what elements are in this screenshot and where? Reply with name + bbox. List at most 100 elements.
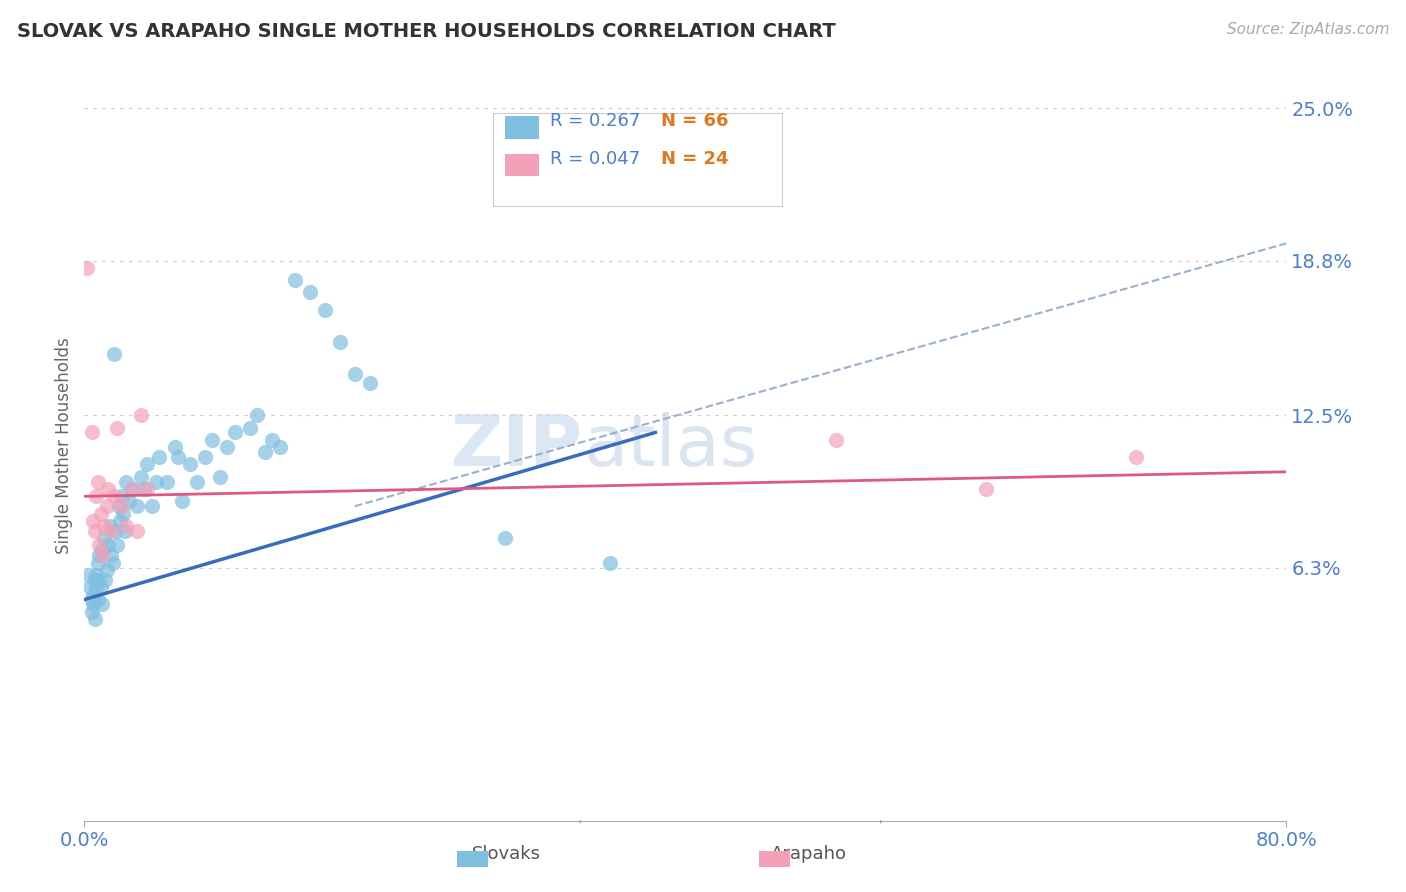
FancyBboxPatch shape: [494, 112, 782, 206]
Point: [494, 531, 516, 545]
Point: [83, 573, 105, 587]
Point: [96, 499, 118, 513]
Point: [141, 499, 163, 513]
Point: [298, 285, 321, 300]
Point: [201, 433, 224, 447]
Point: [125, 499, 148, 513]
Point: [343, 367, 366, 381]
Point: [1125, 450, 1147, 464]
Point: [97, 539, 120, 553]
Point: [329, 334, 352, 349]
Text: R = 0.047: R = 0.047: [550, 150, 640, 168]
Point: [97, 482, 120, 496]
Point: [91, 543, 114, 558]
Point: [86, 568, 108, 582]
Point: [82, 588, 104, 602]
Point: [148, 450, 170, 464]
Point: [76, 260, 98, 275]
Point: [125, 524, 148, 538]
Point: [111, 499, 134, 513]
Point: [359, 376, 381, 391]
Text: R = 0.267: R = 0.267: [550, 112, 640, 130]
Point: [134, 482, 156, 496]
Point: [82, 598, 104, 612]
Point: [262, 433, 284, 447]
Point: [79, 580, 101, 594]
Point: [101, 556, 124, 570]
Point: [599, 556, 621, 570]
Point: [224, 425, 246, 440]
Point: [89, 573, 111, 587]
Point: [89, 539, 111, 553]
Point: [89, 549, 111, 563]
Point: [136, 458, 159, 472]
Text: N = 66: N = 66: [661, 112, 728, 130]
Point: [90, 580, 112, 594]
Point: [87, 592, 110, 607]
Point: [77, 568, 100, 582]
Point: [103, 489, 125, 503]
Point: [314, 302, 336, 317]
Point: [131, 469, 153, 483]
Point: [121, 482, 143, 496]
Point: [100, 549, 122, 563]
Point: [269, 440, 291, 454]
Point: [100, 524, 122, 538]
Point: [86, 489, 108, 503]
Point: [166, 450, 188, 464]
Point: [284, 273, 307, 287]
Point: [93, 531, 115, 545]
Text: N = 24: N = 24: [661, 150, 728, 168]
Text: Slovaks: Slovaks: [471, 846, 541, 863]
Point: [208, 469, 231, 483]
Point: [80, 605, 103, 619]
Point: [87, 475, 110, 489]
Bar: [505, 116, 538, 139]
Point: [974, 482, 997, 496]
Point: [83, 612, 105, 626]
Point: [156, 475, 179, 489]
Text: ZIP: ZIP: [451, 411, 583, 481]
Point: [80, 592, 103, 607]
Point: [104, 524, 127, 538]
Point: [115, 475, 138, 489]
Point: [824, 433, 846, 447]
Text: SLOVAK VS ARAPAHO SINGLE MOTHER HOUSEHOLDS CORRELATION CHART: SLOVAK VS ARAPAHO SINGLE MOTHER HOUSEHOL…: [17, 22, 835, 41]
Point: [217, 440, 239, 454]
Text: Arapaho: Arapaho: [770, 846, 846, 863]
Point: [108, 499, 131, 513]
Point: [121, 482, 143, 496]
Point: [82, 514, 104, 528]
Point: [114, 524, 136, 538]
Point: [91, 598, 114, 612]
Point: [86, 580, 108, 594]
Point: [107, 420, 129, 434]
Point: [93, 519, 115, 533]
Point: [110, 514, 132, 528]
Point: [111, 489, 134, 503]
Point: [98, 519, 121, 533]
Point: [90, 507, 112, 521]
Point: [253, 445, 276, 459]
Point: [239, 420, 262, 434]
Point: [186, 475, 208, 489]
Point: [136, 482, 159, 496]
Point: [107, 539, 129, 553]
Point: [170, 494, 193, 508]
Point: [246, 409, 269, 423]
Point: [131, 409, 153, 423]
Point: [118, 494, 141, 508]
Point: [145, 475, 167, 489]
Point: [96, 563, 118, 577]
Point: [115, 519, 138, 533]
Point: [103, 347, 125, 361]
Point: [87, 556, 110, 570]
Text: Source: ZipAtlas.com: Source: ZipAtlas.com: [1226, 22, 1389, 37]
Point: [179, 458, 201, 472]
Point: [94, 573, 117, 587]
Point: [194, 450, 217, 464]
Y-axis label: Single Mother Households: Single Mother Households: [55, 338, 73, 554]
Point: [163, 440, 186, 454]
Point: [83, 524, 105, 538]
Point: [91, 549, 114, 563]
